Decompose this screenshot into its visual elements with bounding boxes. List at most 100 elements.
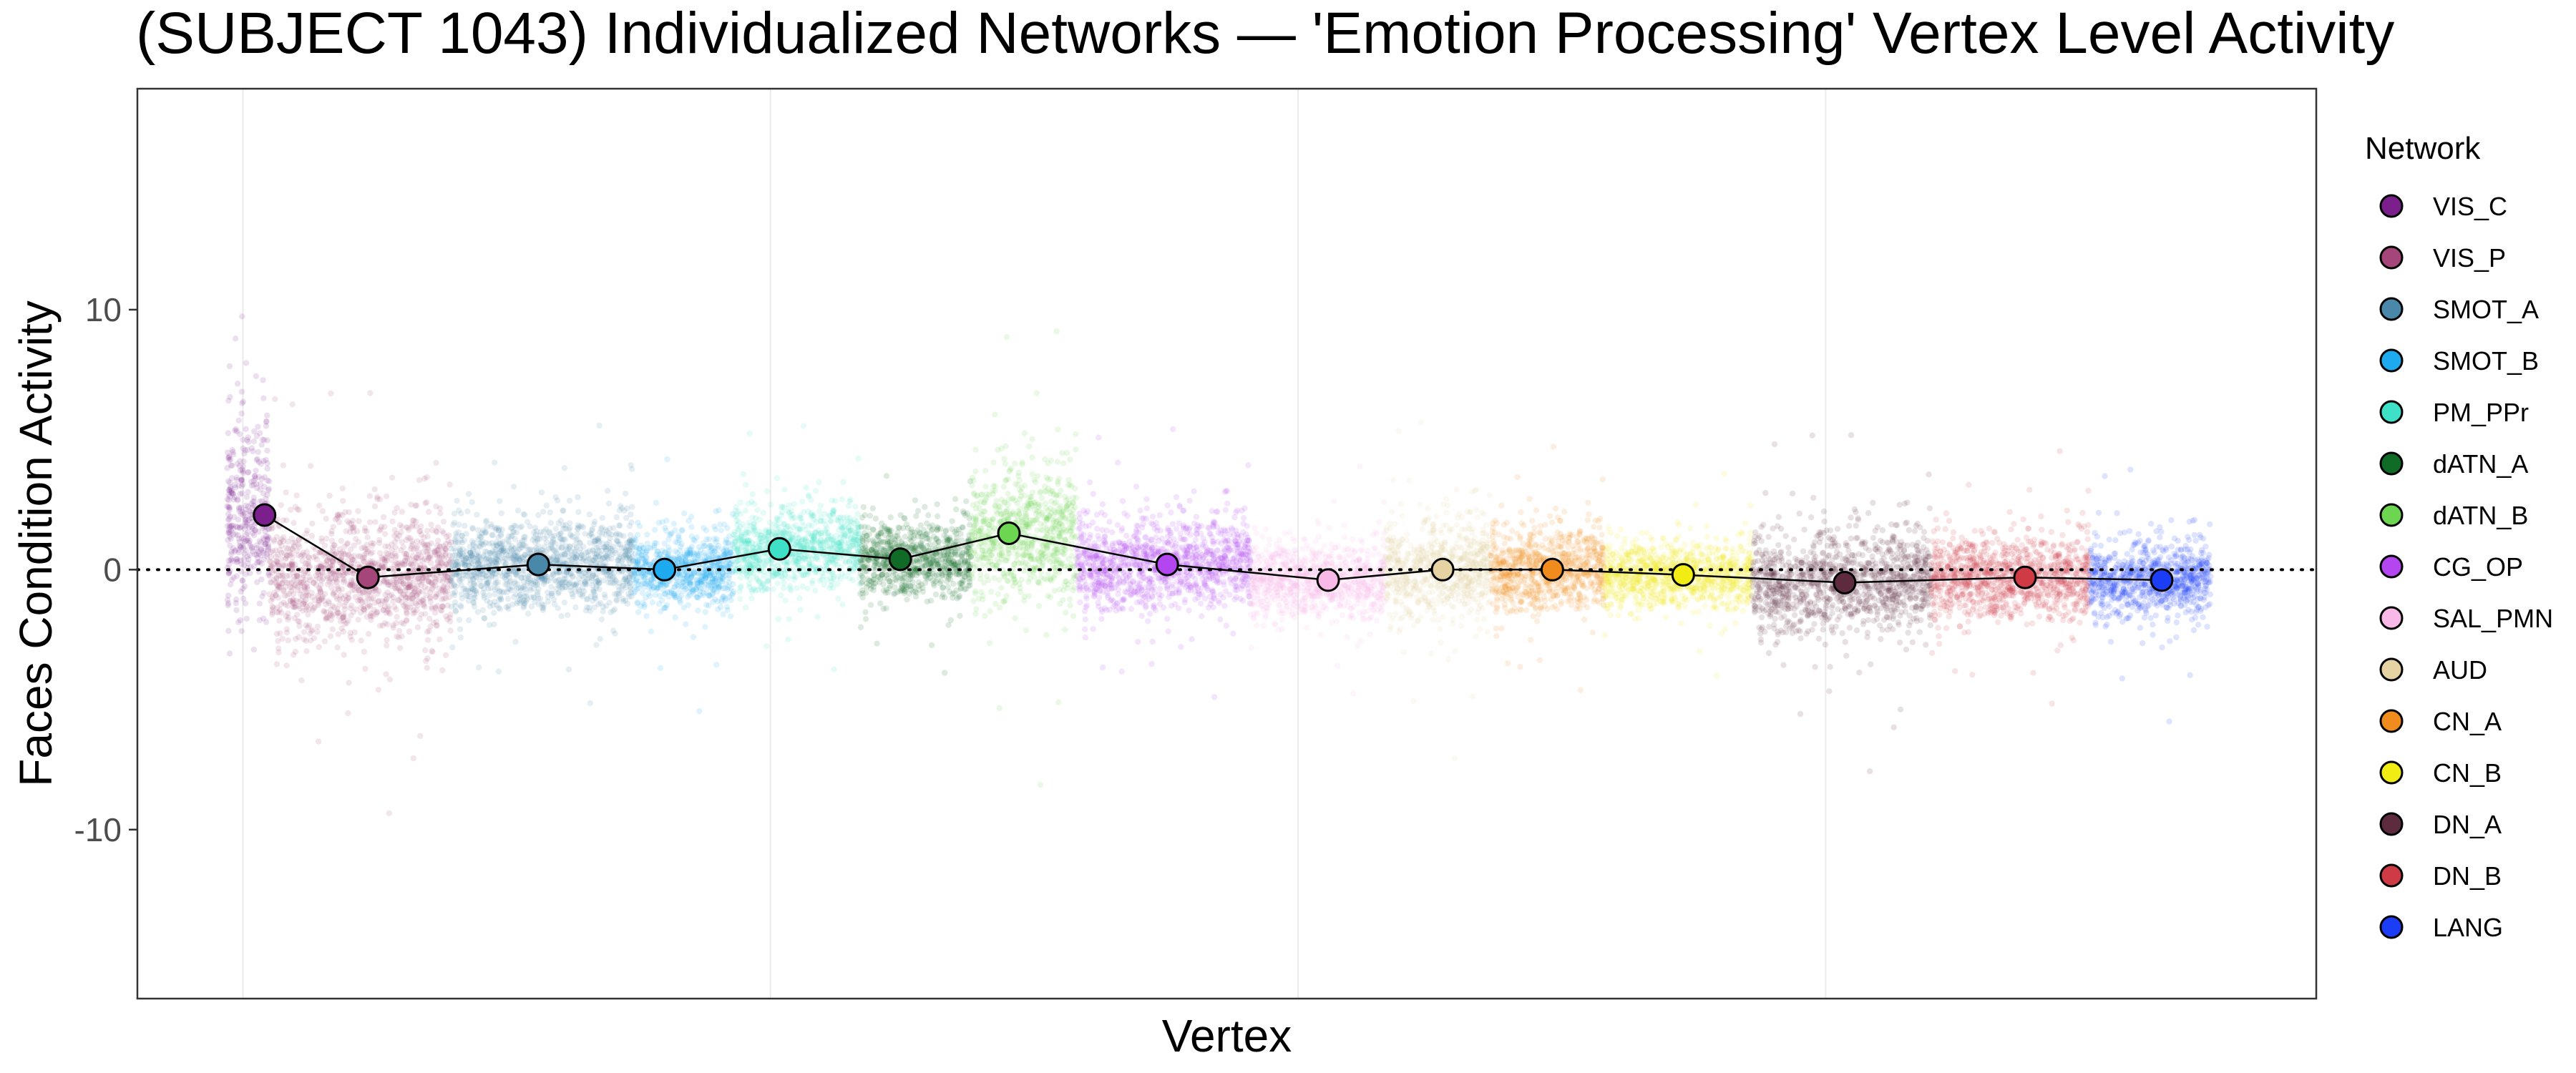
point: [238, 628, 245, 635]
point: [280, 517, 286, 524]
point: [318, 582, 324, 588]
point: [329, 563, 336, 569]
point: [491, 609, 497, 616]
point: [226, 530, 233, 536]
point: [446, 532, 452, 539]
point: [489, 532, 496, 539]
point: [309, 594, 316, 600]
point: [791, 541, 797, 548]
point: [390, 598, 396, 605]
point: [243, 494, 250, 500]
point: [228, 548, 235, 555]
point: [424, 542, 430, 548]
point: [317, 587, 323, 594]
point: [261, 436, 268, 444]
point: [345, 710, 351, 717]
point: [591, 519, 598, 525]
point: [316, 597, 323, 604]
point: [414, 538, 421, 544]
point: [318, 577, 325, 584]
point: [335, 631, 341, 637]
point: [584, 604, 590, 611]
point: [509, 543, 515, 549]
point: [766, 519, 774, 526]
point: [452, 602, 459, 609]
point: [233, 474, 240, 481]
point: [545, 598, 552, 605]
point: [329, 558, 336, 565]
point: [464, 593, 471, 599]
point: [354, 585, 361, 592]
point: [575, 575, 582, 582]
point: [264, 465, 270, 472]
point: [384, 637, 390, 643]
point: [428, 521, 434, 528]
point: [327, 633, 334, 640]
point: [401, 558, 408, 564]
point: [547, 509, 553, 516]
point: [586, 511, 593, 518]
point: [415, 599, 422, 605]
point: [361, 606, 367, 613]
point: [770, 586, 777, 592]
point: [862, 616, 869, 622]
point: [377, 526, 384, 533]
point: [253, 484, 260, 491]
point: [424, 545, 431, 552]
point: [327, 563, 333, 570]
point: [255, 559, 262, 565]
point: [278, 572, 284, 579]
point: [838, 531, 844, 538]
point: [643, 613, 650, 619]
point: [429, 649, 436, 655]
point: [426, 552, 433, 559]
point: [640, 599, 646, 606]
point: [746, 559, 752, 565]
point: [588, 527, 595, 534]
point: [271, 567, 278, 574]
point: [251, 428, 258, 435]
point: [560, 507, 567, 514]
point: [346, 591, 352, 597]
point: [317, 561, 324, 567]
point: [260, 458, 267, 464]
point: [254, 554, 261, 561]
point: [410, 547, 417, 553]
point: [248, 501, 255, 507]
point: [245, 535, 251, 542]
point: [349, 587, 356, 593]
point: [394, 505, 400, 511]
point: [597, 526, 604, 532]
point: [225, 516, 232, 523]
point: [234, 476, 240, 484]
point: [754, 506, 761, 514]
point: [264, 412, 270, 418]
point: [635, 609, 642, 616]
point: [447, 627, 454, 634]
point: [801, 423, 807, 429]
point: [225, 449, 231, 456]
point: [774, 580, 781, 587]
point: [274, 586, 281, 593]
point: [226, 516, 233, 522]
point: [341, 613, 347, 619]
point: [756, 545, 763, 552]
point: [345, 552, 351, 559]
point: [368, 610, 374, 617]
point: [384, 557, 390, 564]
point: [651, 526, 658, 533]
point: [265, 547, 271, 554]
point: [351, 629, 358, 636]
point: [400, 602, 407, 609]
point: [625, 590, 632, 597]
point: [410, 580, 416, 587]
point: [298, 677, 305, 684]
point: [364, 546, 371, 552]
point: [240, 468, 246, 474]
point: [441, 595, 447, 602]
point: [593, 642, 600, 648]
point: [263, 456, 269, 464]
point: [239, 476, 245, 484]
point: [597, 636, 603, 642]
point: [321, 609, 328, 615]
